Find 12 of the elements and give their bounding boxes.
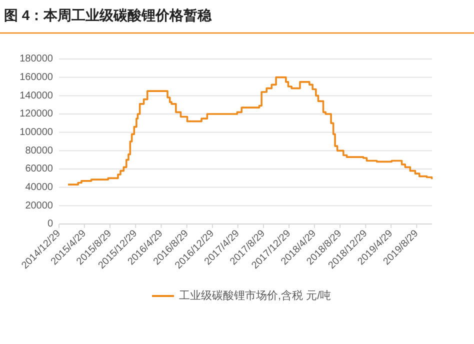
y-tick-label: 60000 xyxy=(25,164,54,175)
y-tick-label: 40000 xyxy=(25,182,54,193)
chart-title: 图 4：本周工业级碳酸锂价格暂稳 xyxy=(4,7,213,23)
y-tick-label: 0 xyxy=(47,218,54,230)
y-tick-label: 160000 xyxy=(20,72,54,83)
y-tick-label: 140000 xyxy=(20,90,54,102)
legend-label: 工业级碳酸锂市场价,含税 元/吨 xyxy=(179,288,332,302)
y-tick-label: 100000 xyxy=(20,126,54,138)
y-tick-label: 120000 xyxy=(20,108,54,120)
y-tick-label: 20000 xyxy=(25,200,54,212)
y-tick-label: 80000 xyxy=(25,145,54,156)
y-tick-label: 180000 xyxy=(20,54,54,65)
